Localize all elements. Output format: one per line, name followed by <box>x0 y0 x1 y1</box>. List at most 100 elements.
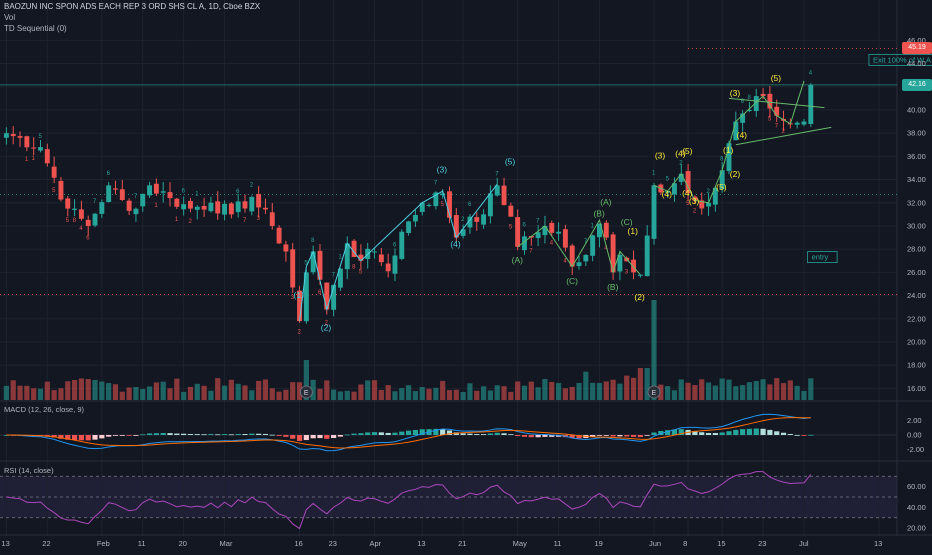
volume-bar <box>290 382 296 400</box>
volume-bar <box>392 391 398 400</box>
candle-body <box>406 221 412 233</box>
volume-bar <box>412 391 419 400</box>
macd-histogram-bar <box>228 434 234 436</box>
candle-body <box>194 206 200 210</box>
candle-body <box>113 188 118 190</box>
candle-body <box>712 187 718 205</box>
volume-bar <box>480 386 487 400</box>
macd-histogram-bar <box>794 434 800 436</box>
macd-histogram-bar <box>385 432 391 435</box>
macd-histogram-bar <box>399 431 405 435</box>
volume-bar <box>719 378 725 400</box>
candle-body <box>549 222 555 233</box>
volume-bar <box>174 378 180 400</box>
macd-histogram-bar <box>542 435 548 437</box>
candle-body <box>597 223 602 238</box>
macd-histogram-bar <box>671 429 678 435</box>
wave-label: (1) <box>628 226 639 236</box>
macd-histogram-bar <box>269 434 275 436</box>
td-count: 5 <box>52 188 56 194</box>
macd-histogram-bar <box>501 433 507 435</box>
volume-bar <box>576 382 582 400</box>
candle-body <box>188 200 193 209</box>
volume-bar <box>146 386 153 400</box>
macd-histogram-bar <box>624 435 630 437</box>
macd-histogram-bar <box>235 433 241 435</box>
td-count: 6 <box>86 236 90 242</box>
candle-body <box>351 240 357 258</box>
volume-bar <box>187 386 194 400</box>
td-count: 3 <box>257 216 261 222</box>
volume-bar <box>365 380 371 400</box>
macd-histogram-bar <box>201 434 207 436</box>
macd-histogram-bar <box>160 432 166 435</box>
td-count: 2 <box>461 217 465 223</box>
volume-bar <box>433 387 439 400</box>
volume-bar <box>303 360 309 400</box>
time-tick-label: Feb <box>97 539 110 548</box>
candle-body <box>92 213 98 226</box>
volume-bar <box>685 382 691 400</box>
macd-histogram-bar <box>296 435 303 441</box>
candle-body <box>672 183 677 195</box>
wave-label: (B) <box>593 209 605 219</box>
macd-histogram-bar <box>726 431 732 435</box>
candle-body <box>38 147 43 151</box>
volume-label: Vol <box>4 13 16 22</box>
volume-bar <box>740 385 746 400</box>
candle-body <box>522 236 527 251</box>
volume-bar <box>521 385 528 400</box>
volume-bar <box>78 378 84 400</box>
volume-bar <box>542 378 548 400</box>
volume-bar <box>610 379 616 400</box>
macd-histogram-bar <box>262 433 269 435</box>
candle-body <box>590 235 596 256</box>
candle-body <box>276 227 282 244</box>
macd-histogram-bar <box>549 435 555 437</box>
price-tick-label: 16.00 <box>907 384 926 393</box>
macd-histogram-bar <box>603 435 609 436</box>
macd-histogram-bar <box>590 435 596 437</box>
wave-label: (A) <box>600 197 612 207</box>
candle-body <box>794 122 800 125</box>
volume-bar <box>671 390 678 400</box>
volume-bar <box>17 385 23 400</box>
entry-annotation-box <box>807 251 838 264</box>
volume-bar <box>624 375 630 400</box>
candle-body <box>228 203 234 215</box>
macd-tick-label: 2.00 <box>907 416 922 425</box>
td-count: 6 <box>107 171 111 177</box>
volume-bar <box>515 381 521 400</box>
volume-bar <box>221 385 228 400</box>
macd-histogram-bar <box>760 428 766 435</box>
macd-histogram-bar <box>678 429 684 435</box>
volume-bar <box>167 388 173 400</box>
signal-line <box>6 417 811 449</box>
volume-bar <box>65 381 71 400</box>
candle-body <box>310 251 316 273</box>
candle-body <box>78 209 84 219</box>
macd-histogram-bar <box>740 429 746 435</box>
candle-body <box>685 171 691 194</box>
volume-bar <box>440 380 446 400</box>
td-count: 1 <box>32 156 36 162</box>
macd-histogram-bar <box>446 430 453 435</box>
candle-body <box>542 225 548 236</box>
td-count: 1 <box>652 170 656 176</box>
volume-bar <box>644 368 650 400</box>
candle-body <box>31 147 37 149</box>
price-tick-label: 32.00 <box>907 198 926 207</box>
volume-bar <box>208 390 214 400</box>
macd-histogram-bar <box>487 433 493 435</box>
volume-bar <box>71 379 78 400</box>
candle-body <box>603 222 609 238</box>
candle-body <box>337 268 343 288</box>
price-tick-label: 40.00 <box>907 105 926 114</box>
candle-body <box>556 231 562 234</box>
rsi-tick-label: 40.00 <box>907 503 926 512</box>
candle-body <box>494 185 500 196</box>
macd-histogram-bar <box>221 434 228 435</box>
volume-bar <box>528 381 534 400</box>
